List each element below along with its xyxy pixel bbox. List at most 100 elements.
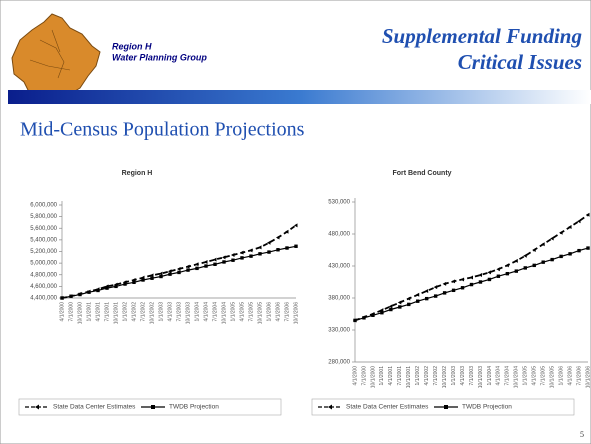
point-marker [150,273,154,278]
x-tick-label: 10/1/2001 [113,302,119,324]
x-tick-label: 4/1/2004 [203,302,209,322]
legend-box [18,398,282,416]
x-tick-label: 4/1/2004 [496,366,502,386]
point-marker [559,254,563,259]
y-tick-label: 380,000 [328,296,350,302]
point-marker [168,272,172,276]
y-tick-label: 5,200,000 [30,249,57,255]
point-marker [177,270,181,275]
x-tick-label: 4/1/2000 [59,302,65,322]
x-tick-label: 7/1/2005 [248,302,254,322]
y-tick-label: 5,400,000 [30,237,57,243]
x-tick-label: 1/1/2003 [158,302,164,322]
point-marker [204,259,208,264]
x-tick-label: 1/1/2006 [266,302,272,322]
point-marker [532,248,536,252]
x-tick-label: 10/1/2006 [293,302,299,324]
point-marker [213,257,217,262]
y-tick-label: 480,000 [328,232,350,238]
x-tick-label: 10/1/2002 [149,302,155,324]
point-marker [389,307,393,312]
point-marker [469,275,473,280]
legend-label: State Data Center Estimates [346,404,429,411]
point-marker [267,250,271,254]
point-marker [577,219,581,224]
point-marker [96,288,100,293]
point-marker [416,299,420,303]
point-marker [168,269,172,274]
y-tick-label: 5,000,000 [30,261,57,267]
y-tick-label: 5,800,000 [30,214,57,220]
x-tick-label: 7/1/2005 [541,366,547,386]
point-marker [258,252,262,256]
x-tick-label: 4/1/2001 [95,302,101,322]
x-tick-label: 7/1/2002 [433,366,439,386]
x-tick-label: 7/1/2003 [176,302,182,322]
point-marker [78,292,82,297]
point-marker [568,224,572,229]
x-tick-label: 4/1/2002 [131,302,137,322]
point-marker [380,311,384,315]
x-tick-label: 4/1/2005 [532,366,538,386]
slide-title: Critical Issues [458,50,582,74]
legend-marker [151,405,155,409]
point-marker [415,292,420,297]
point-marker [487,270,491,275]
x-tick-label: 7/1/2003 [469,366,475,386]
legend-box [311,398,575,416]
legend-marker [328,404,332,410]
point-marker [523,253,527,258]
x-tick-label: 7/1/2000 [361,366,367,386]
x-tick-label: 4/1/2003 [460,366,466,386]
point-marker [541,242,545,247]
point-marker [276,235,280,240]
point-marker [496,267,500,272]
x-tick-label: 1/1/2002 [122,302,128,322]
point-marker [213,262,217,266]
point-marker [550,257,554,262]
x-tick-label: 10/1/2006 [585,366,591,388]
legend-marker [35,404,39,410]
point-marker [433,285,438,290]
point-marker [249,248,253,253]
x-tick-label: 10/1/2000 [77,302,83,324]
point-marker [487,277,492,282]
chart-title: Region H [122,170,153,177]
point-marker [406,296,411,301]
point-marker [451,288,456,293]
x-tick-label: 10/1/2005 [257,302,263,324]
point-marker [177,266,181,271]
point-marker [362,316,366,320]
x-tick-label: 4/1/2006 [567,366,573,386]
point-marker [285,246,289,250]
point-marker [353,318,357,323]
y-tick-label: 280,000 [328,360,350,366]
x-tick-label: 7/1/2004 [212,302,218,322]
point-marker [442,281,447,286]
point-marker [505,271,510,276]
x-tick-label: 7/1/2001 [104,302,110,322]
point-marker [60,296,64,300]
point-marker [496,274,501,278]
point-marker [514,258,518,263]
x-tick-label: 10/1/2003 [478,366,484,388]
point-marker [433,294,438,298]
point-marker [159,271,163,276]
point-marker [550,236,554,241]
x-tick-label: 4/1/2002 [424,366,430,386]
point-marker [69,294,73,298]
point-marker [460,277,465,282]
header-bar [8,90,591,104]
point-marker [150,276,154,280]
point-marker [195,266,199,271]
point-marker [451,279,456,284]
point-marker [87,290,91,294]
point-marker [371,313,375,317]
legend-marker [444,405,448,409]
x-tick-label: 4/1/2001 [388,366,394,386]
point-marker [541,260,545,264]
point-marker [231,258,235,262]
point-marker [249,254,253,258]
x-tick-label: 7/1/2002 [140,302,146,322]
